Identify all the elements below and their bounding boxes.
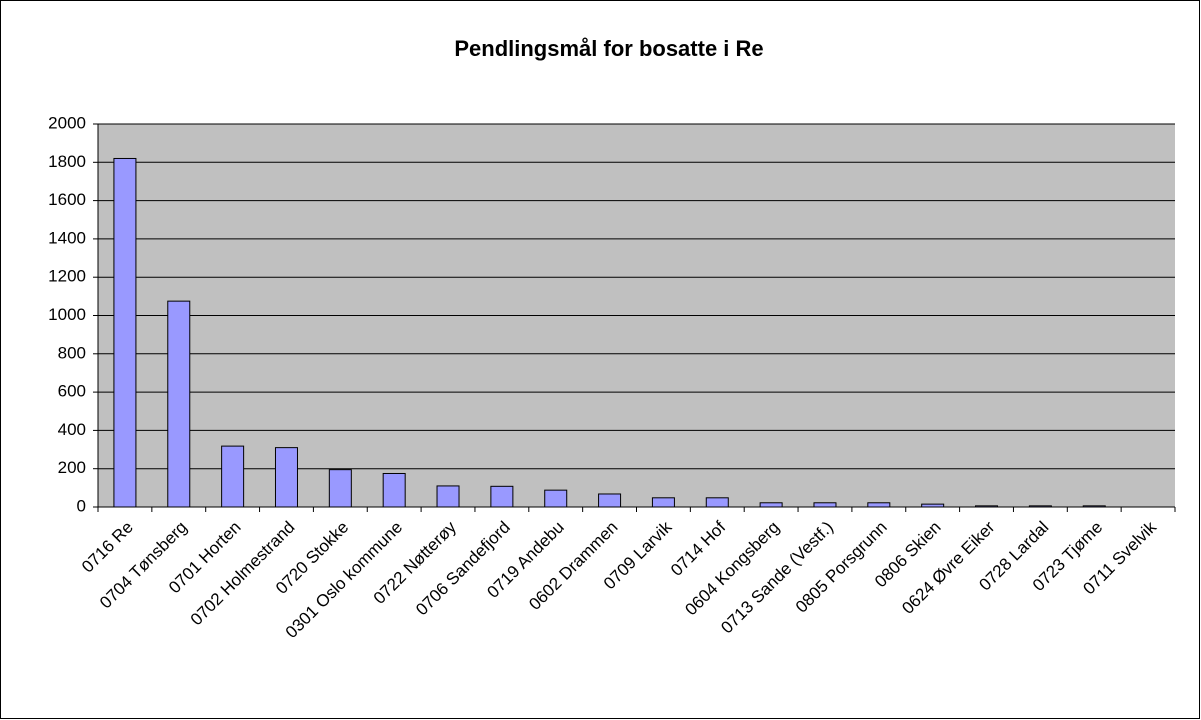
bar [813, 502, 837, 508]
bar [867, 502, 891, 508]
bar [759, 502, 783, 508]
bar [113, 157, 137, 508]
bar [544, 489, 568, 508]
bar [167, 300, 191, 508]
y-tick-label: 600 [58, 382, 86, 401]
bar [705, 497, 729, 508]
y-tick-label: 1600 [48, 190, 86, 209]
bar [651, 497, 675, 508]
y-tick-label: 1800 [48, 152, 86, 171]
bar [382, 472, 406, 508]
bar [274, 447, 298, 508]
bar [436, 485, 460, 508]
bar [328, 469, 352, 508]
y-tick-label: 1200 [48, 267, 86, 286]
y-tick-label: 200 [58, 458, 86, 477]
y-tick-label: 2000 [48, 113, 86, 132]
y-tick-label: 1400 [48, 228, 86, 247]
y-tick-label: 1000 [48, 305, 86, 324]
bar [598, 493, 622, 508]
y-tick-label: 0 [77, 496, 86, 515]
y-tick-label: 400 [58, 420, 86, 439]
y-tick-label: 800 [58, 343, 86, 362]
chart-title: Pendlingsmål for bosatte i Re [454, 36, 763, 61]
bar [490, 485, 514, 508]
bar [221, 445, 245, 508]
